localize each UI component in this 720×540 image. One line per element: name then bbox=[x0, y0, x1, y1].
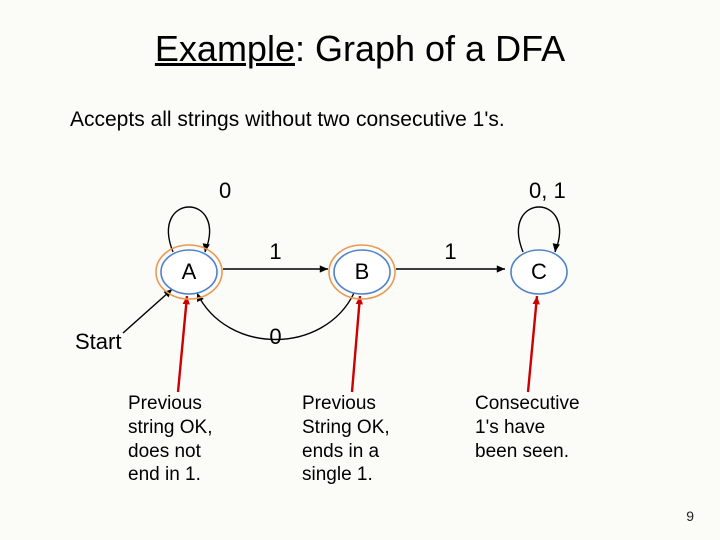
svg-text:1: 1 bbox=[444, 239, 456, 264]
slide: Example: Graph of a DFA Accepts all stri… bbox=[0, 0, 720, 540]
svg-text:1: 1 bbox=[269, 239, 281, 264]
desc-c: Consecutive1's havebeen seen. bbox=[475, 392, 635, 463]
svg-text:A: A bbox=[182, 259, 197, 284]
svg-text:B: B bbox=[355, 259, 370, 284]
svg-text:C: C bbox=[531, 259, 547, 284]
svg-text:0: 0 bbox=[219, 178, 231, 203]
desc-b: PreviousString OK,ends in asingle 1. bbox=[302, 392, 437, 487]
svg-text:0, 1: 0, 1 bbox=[529, 178, 566, 203]
page-number: 9 bbox=[686, 508, 694, 524]
svg-text:Start: Start bbox=[75, 329, 121, 354]
desc-a: Previousstring OK,does notend in 1. bbox=[128, 392, 263, 487]
svg-text:0: 0 bbox=[269, 324, 281, 349]
